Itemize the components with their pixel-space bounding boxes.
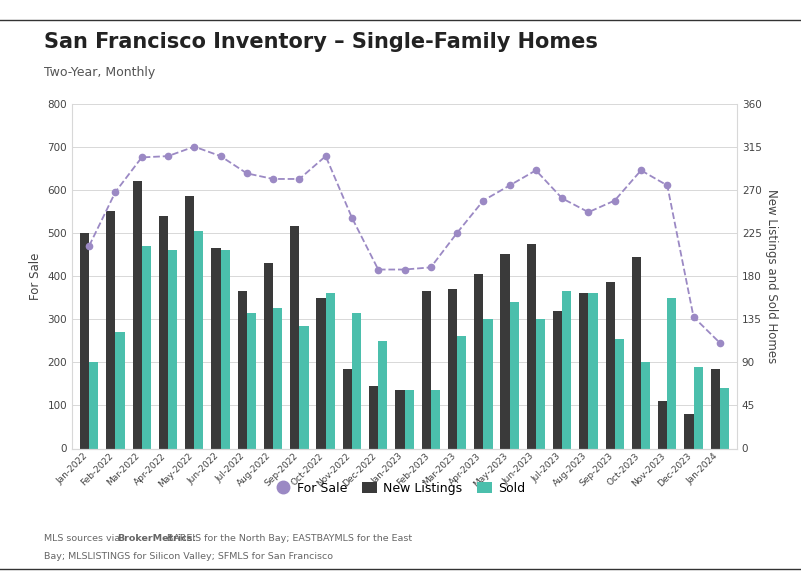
Bar	[431, 390, 440, 448]
Bar	[378, 340, 388, 448]
For Sale	[610, 197, 619, 204]
Bar	[641, 362, 650, 448]
Bar	[290, 227, 300, 448]
For Sale	[505, 182, 514, 189]
Bar	[632, 256, 641, 448]
Bar	[667, 298, 677, 448]
Bar	[132, 181, 142, 448]
Text: BAREIS for the North Bay; EASTBAYMLS for the East: BAREIS for the North Bay; EASTBAYMLS for…	[164, 534, 413, 543]
Bar	[614, 339, 624, 448]
For Sale	[400, 266, 409, 273]
Bar	[684, 414, 694, 448]
Bar	[185, 196, 195, 448]
Bar	[316, 298, 326, 448]
Bar	[369, 386, 378, 449]
For Sale	[426, 264, 436, 271]
For Sale	[636, 167, 646, 174]
Bar	[579, 293, 589, 448]
For Sale	[84, 243, 94, 250]
Bar	[405, 390, 413, 448]
Bar	[483, 319, 493, 448]
Bar	[220, 250, 230, 448]
Bar	[142, 246, 151, 448]
Bar	[195, 231, 203, 448]
Bar	[264, 263, 273, 448]
Bar	[658, 401, 667, 448]
Bar	[694, 367, 702, 448]
Bar	[343, 369, 352, 448]
For Sale	[531, 167, 541, 174]
For Sale	[268, 175, 278, 182]
Bar	[352, 313, 361, 448]
Bar	[168, 250, 177, 448]
Text: Two-Year, Monthly: Two-Year, Monthly	[44, 66, 155, 79]
For Sale	[715, 339, 725, 346]
Bar	[501, 254, 509, 448]
Bar	[80, 233, 89, 448]
Legend: For Sale, New Listings, Sold: For Sale, New Listings, Sold	[270, 477, 531, 500]
Bar	[527, 244, 536, 448]
Y-axis label: New Listings and Sold Homes: New Listings and Sold Homes	[765, 189, 779, 363]
For Sale	[295, 175, 304, 182]
Bar	[396, 390, 405, 448]
Bar	[710, 369, 720, 448]
Bar	[273, 308, 282, 448]
Bar	[159, 216, 168, 448]
For Sale	[215, 152, 225, 159]
For Sale	[584, 209, 594, 216]
For Sale	[347, 214, 356, 221]
Line: For Sale: For Sale	[86, 144, 723, 346]
For Sale	[373, 266, 383, 273]
Bar	[300, 325, 308, 448]
Bar	[421, 291, 431, 448]
For Sale	[557, 195, 567, 202]
Bar	[509, 302, 519, 448]
Bar	[107, 211, 115, 448]
Text: San Francisco Inventory – Single-Family Homes: San Francisco Inventory – Single-Family …	[44, 32, 598, 52]
Bar	[474, 274, 483, 448]
Bar	[238, 291, 247, 448]
Y-axis label: For Sale: For Sale	[29, 252, 42, 300]
For Sale	[111, 189, 120, 196]
Bar	[247, 313, 256, 448]
Bar	[211, 248, 220, 448]
Bar	[553, 310, 562, 448]
For Sale	[321, 152, 331, 159]
Bar	[536, 319, 545, 448]
For Sale	[453, 229, 462, 236]
For Sale	[190, 143, 199, 150]
Bar	[326, 293, 335, 448]
Text: Bay; MLSLISTINGS for Silicon Valley; SFMLS for San Francisco: Bay; MLSLISTINGS for Silicon Valley; SFM…	[44, 551, 333, 561]
For Sale	[662, 182, 672, 189]
Bar	[89, 362, 99, 448]
Bar	[115, 332, 125, 448]
For Sale	[478, 197, 488, 204]
Bar	[457, 336, 466, 449]
For Sale	[163, 152, 173, 159]
Bar	[589, 293, 598, 448]
For Sale	[689, 313, 698, 320]
Text: BrokerMetrics:: BrokerMetrics:	[117, 534, 196, 543]
Text: MLS sources via: MLS sources via	[44, 534, 123, 543]
Bar	[606, 282, 614, 448]
Bar	[720, 388, 729, 448]
Bar	[562, 291, 571, 448]
Bar	[448, 289, 457, 448]
For Sale	[137, 154, 147, 161]
For Sale	[242, 170, 252, 177]
